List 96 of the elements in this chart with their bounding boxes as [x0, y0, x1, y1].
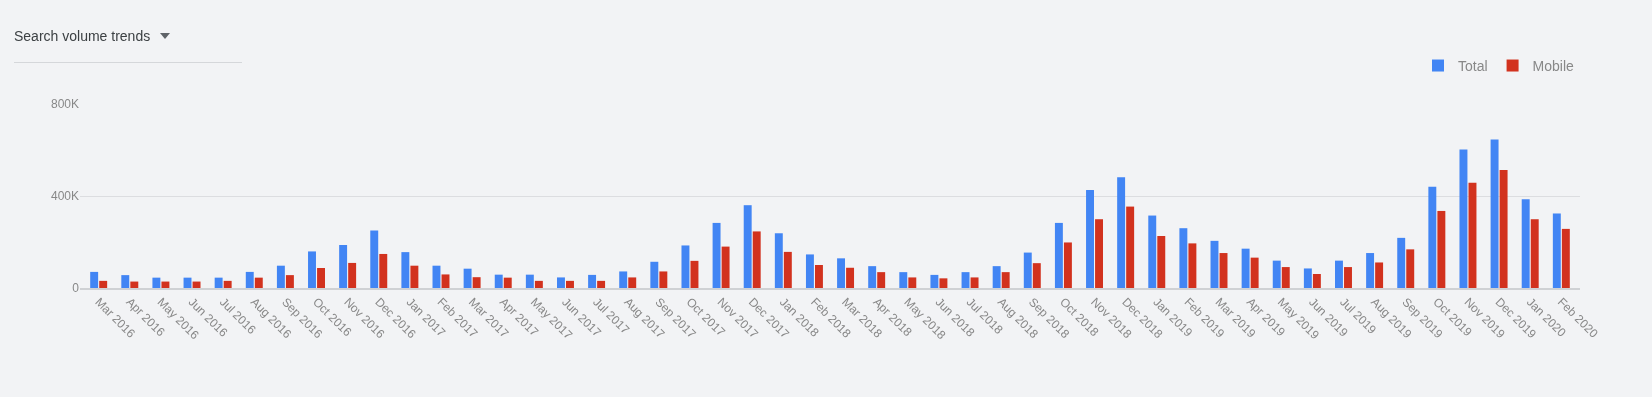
bar	[1157, 236, 1166, 288]
bar	[472, 277, 481, 288]
bar	[308, 251, 316, 288]
bar	[681, 245, 690, 288]
bar	[1344, 267, 1352, 288]
bar	[370, 230, 379, 288]
bar	[1530, 219, 1539, 288]
bar	[837, 258, 846, 288]
bar	[597, 280, 606, 288]
bar	[1490, 139, 1499, 288]
bar	[774, 233, 783, 288]
bar	[379, 253, 388, 288]
bar	[939, 278, 948, 288]
bar	[285, 275, 294, 288]
bar	[846, 267, 855, 288]
bar	[254, 277, 263, 288]
bar	[805, 254, 814, 288]
legend-label: Mobile	[1532, 57, 1575, 74]
bar	[1023, 252, 1032, 288]
bar	[1335, 260, 1343, 288]
bar	[441, 274, 450, 288]
bar	[970, 277, 979, 288]
bar	[1428, 186, 1437, 288]
bar	[1397, 237, 1406, 288]
bar	[90, 271, 99, 288]
bar	[1086, 190, 1094, 288]
legend-label: Total	[1458, 57, 1488, 74]
bar	[1552, 213, 1561, 288]
y-tick-label: 0	[72, 281, 80, 296]
bar	[348, 262, 357, 288]
bar	[628, 277, 637, 288]
bar	[1179, 228, 1188, 288]
bar	[908, 277, 917, 288]
bar	[1272, 260, 1281, 288]
bar	[783, 251, 792, 288]
bar	[961, 272, 970, 288]
bar	[1188, 243, 1197, 288]
bar	[899, 272, 908, 288]
bar	[339, 244, 348, 288]
bar	[1459, 149, 1468, 288]
bar	[1054, 222, 1063, 288]
bar	[276, 265, 285, 288]
bar	[814, 265, 823, 288]
bar	[152, 277, 161, 288]
bar	[659, 271, 668, 288]
bar	[245, 271, 254, 288]
bar	[1063, 242, 1072, 288]
bar	[503, 277, 512, 288]
bar	[743, 205, 752, 288]
bar	[1561, 228, 1570, 288]
bar	[1126, 206, 1135, 288]
bar	[930, 274, 939, 288]
bar	[1312, 273, 1321, 288]
bar	[192, 281, 201, 288]
bar	[317, 267, 325, 288]
bar	[1281, 267, 1290, 288]
bar	[1437, 210, 1446, 288]
bar	[1095, 219, 1104, 288]
bar	[1366, 253, 1375, 288]
bar	[556, 277, 565, 288]
bar	[992, 266, 1001, 288]
bar	[1303, 268, 1312, 288]
chart-title: Search volume trends	[14, 28, 151, 44]
bar	[463, 268, 472, 288]
bar	[130, 281, 139, 288]
bar	[752, 231, 761, 288]
bar	[1148, 215, 1157, 288]
bar	[877, 272, 886, 288]
bar	[1406, 249, 1415, 288]
bar	[650, 261, 659, 288]
bar	[161, 281, 170, 288]
bar	[410, 265, 419, 288]
bar	[1001, 272, 1010, 288]
bar	[1117, 177, 1126, 288]
bar	[214, 277, 223, 288]
bar	[1375, 262, 1384, 288]
bar	[534, 280, 543, 288]
bar	[566, 280, 574, 288]
y-tick-label: 800K	[50, 97, 79, 112]
bar	[494, 274, 503, 288]
bar	[619, 271, 628, 288]
bar	[525, 274, 534, 288]
bar	[99, 280, 108, 288]
bar	[1032, 263, 1041, 288]
bar	[401, 252, 410, 288]
y-tick-label: 400K	[50, 189, 79, 204]
bar	[1250, 257, 1259, 288]
bar	[223, 280, 232, 288]
bar	[121, 275, 130, 288]
bar	[1499, 170, 1508, 288]
bar	[868, 266, 877, 288]
bar	[1521, 199, 1530, 288]
bar	[588, 274, 597, 288]
bar	[721, 246, 730, 288]
bar	[1241, 248, 1250, 288]
bar	[712, 222, 721, 288]
